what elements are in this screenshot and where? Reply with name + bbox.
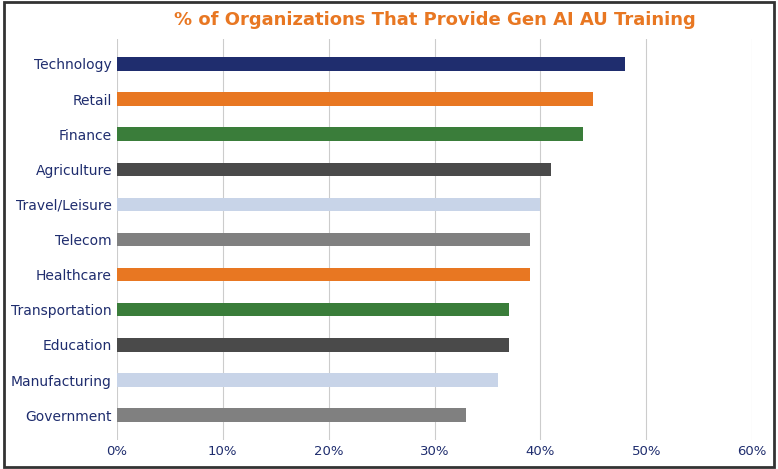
Bar [117, 92, 594, 106]
Title: % of Organizations That Provide Gen AI AU Training: % of Organizations That Provide Gen AI A… [173, 11, 696, 29]
Bar [117, 373, 498, 386]
Bar [117, 408, 466, 422]
Bar [117, 268, 530, 281]
Bar [117, 57, 626, 70]
Bar [117, 163, 551, 176]
Bar [117, 303, 509, 317]
Bar [117, 233, 530, 246]
Bar [117, 338, 509, 352]
Bar [117, 128, 583, 141]
Bar [117, 198, 541, 211]
